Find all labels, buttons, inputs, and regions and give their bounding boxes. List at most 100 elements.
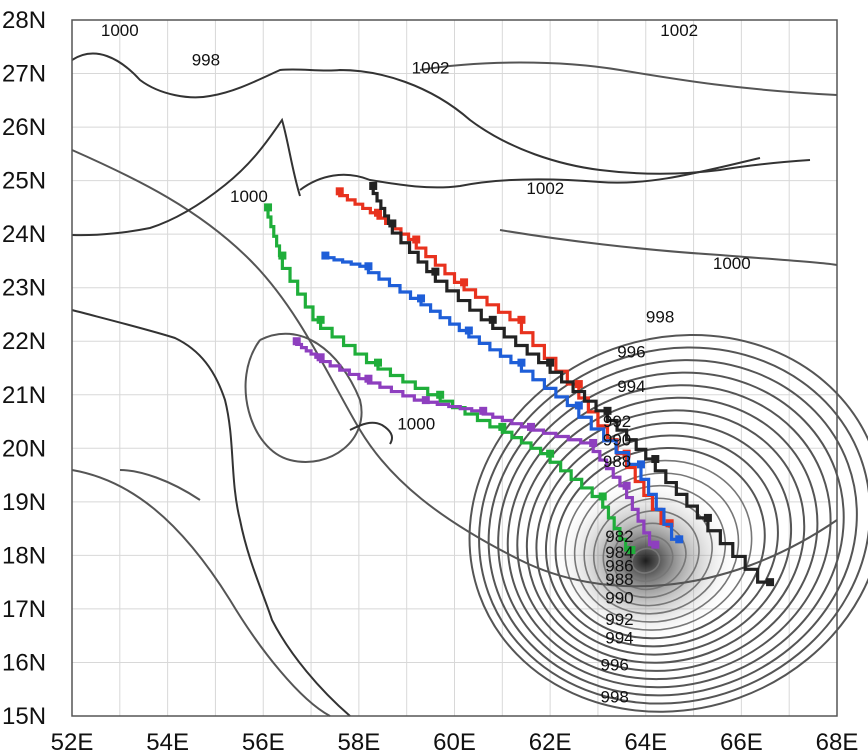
isobar-label: 998 [646,307,674,326]
track-point [335,187,344,196]
coastlines [71,52,811,717]
track-point [546,358,555,367]
track-point [436,390,445,399]
track-point [598,492,607,501]
track-point [574,401,583,410]
isobar-label: 1000 [713,254,751,273]
map-frame [71,19,838,717]
y-tick-label: 25N [2,168,46,195]
track-point [527,422,535,431]
isobar-line [119,469,201,501]
isobar-ring [621,535,674,582]
track-point [264,203,273,212]
isobar-line [71,469,331,717]
track-point [589,438,598,447]
track-point [292,337,301,346]
isobar-label: 988 [603,452,631,471]
isobar-ring [612,522,687,591]
track-point [364,374,373,383]
track-point [766,578,775,587]
track-point [651,455,660,464]
isobar-ring [631,547,661,574]
track-point [488,315,497,324]
y-axis: 28N 27N 26N 25N 24N 23N 22N 21N 20N 19N 18N 17N 16N 1… [2,7,46,730]
x-tick-label: 58E [338,729,381,756]
track-point [417,294,426,303]
isobar-ring [468,333,868,713]
grid-lines [71,19,838,717]
isobar-label: 1000 [230,187,268,206]
y-tick-label: 15N [2,703,46,730]
track-point [374,358,382,367]
isobar-label: 992 [605,610,633,629]
coastline-oman-gulf [71,117,301,237]
isobar-line [419,61,838,96]
track-point [636,460,645,469]
isobar-label: 1002 [412,59,450,78]
coastline-makran [299,157,761,191]
x-tick-label: 62E [529,729,572,756]
isobar-line [244,332,363,463]
forecast-tracks [264,181,775,587]
isobar-ring [478,346,868,705]
track-point [421,396,430,405]
x-tick-label: 56E [242,729,285,756]
x-tick-label: 68E [816,729,859,756]
y-tick-label: 22N [2,328,46,355]
isobar-label: 998 [600,688,628,707]
x-axis: 52E 54E 56E 58E 60E 62E 64E 66E 68E [51,729,859,756]
track-point [479,406,488,415]
isobar-line [71,149,838,588]
isobar-line [499,229,838,266]
track-point [622,481,631,490]
y-tick-label: 17N [2,596,46,623]
isobar-label: 998 [192,51,220,70]
y-tick-label: 24N [2,221,46,248]
track-point [388,219,397,228]
x-tick-label: 64E [624,729,667,756]
y-tick-label: 26N [2,114,46,141]
coastline-masirah [349,421,393,445]
isobar-label: 982 [605,527,633,546]
isobar-ring [487,359,858,697]
isobar-label: 990 [603,431,631,450]
track-point [369,181,378,190]
track-point [321,251,330,260]
isobar-label: 990 [605,589,633,608]
x-tick-label: 66E [720,729,763,756]
track-point [627,546,636,555]
x-tick-label: 52E [51,729,94,756]
x-tick-label: 54E [146,729,189,756]
isobar-ring [506,384,832,681]
isobar-label: 984 [605,543,633,562]
isobar-label: 994 [605,629,633,648]
isobar-label: 994 [617,377,645,396]
track-point [431,267,440,276]
isobar-ring [583,484,727,615]
y-tick-label: 23N [2,275,46,302]
track-point [651,540,660,549]
y-tick-label: 21N [2,382,46,409]
isobar-ring [497,371,845,689]
coastline-arabia [71,309,351,717]
y-tick-label: 20N [2,435,46,462]
isobar-label: 1000 [397,415,435,434]
track-point [460,278,469,287]
isobar-label: 996 [617,342,645,361]
isobar-ring [573,472,740,623]
y-tick-label: 28N [2,7,46,34]
track-point [603,406,612,415]
coastline-iran [71,52,811,175]
isobar-label: 1000 [101,21,139,40]
x-tick-label: 60E [433,729,476,756]
track-point [517,315,526,324]
track-point [675,535,684,544]
isobar-label: 986 [605,556,633,575]
isobar-label: 988 [605,570,633,589]
track-point [517,358,526,367]
y-tick-label: 16N [2,649,46,676]
track-point [546,449,555,458]
track-point [498,422,507,431]
isobar-ring [544,434,779,648]
